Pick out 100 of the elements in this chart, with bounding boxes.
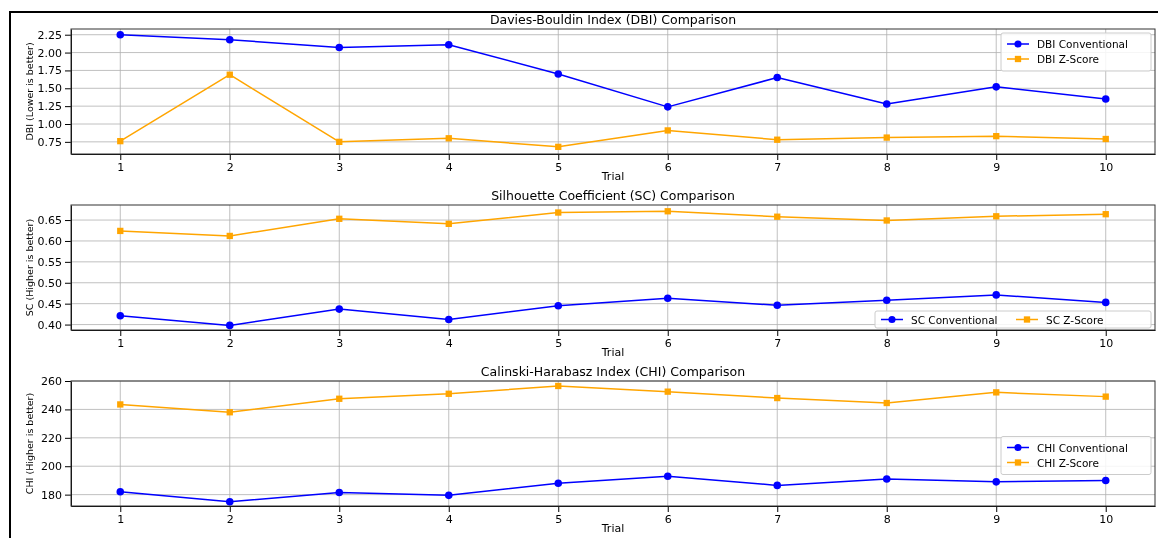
point <box>335 305 344 313</box>
point <box>336 215 343 222</box>
y-tick-label: 1.25 <box>37 100 62 114</box>
point <box>444 315 453 324</box>
x-tick-label: 7 <box>774 336 782 350</box>
chart-title: Silhouette Coefficient (SC) Comparison <box>491 188 735 203</box>
x-tick-label: 3 <box>336 336 344 350</box>
x-tick-label: 3 <box>336 512 344 526</box>
x-tick-label: 2 <box>226 160 234 174</box>
x-tick-label: 2 <box>226 336 234 350</box>
point <box>116 488 125 496</box>
point <box>445 135 452 142</box>
x-tick-label: 1 <box>117 160 125 174</box>
y-tick-label: 2.00 <box>37 46 62 60</box>
point <box>882 100 891 108</box>
x-tick-label: 8 <box>883 160 891 174</box>
point <box>1102 135 1109 143</box>
x-tick-label: 6 <box>664 160 672 174</box>
point <box>336 395 343 402</box>
y-tick-label: 0.55 <box>37 255 62 269</box>
y-tick-label: 0.75 <box>37 135 62 149</box>
point <box>993 132 1000 140</box>
x-tick-label: 9 <box>993 336 1001 350</box>
x-axis-title: Trial <box>600 346 625 359</box>
y-tick-label: 0.60 <box>37 234 62 248</box>
x-tick-label: 10 <box>1099 160 1114 174</box>
point <box>117 227 124 235</box>
y-axis-title: SC (Higher is better) <box>24 218 35 317</box>
point <box>117 401 124 408</box>
y-tick-label: 1.50 <box>37 82 62 96</box>
point <box>663 103 672 111</box>
y-tick-label: 0.40 <box>37 318 62 332</box>
point <box>664 127 671 134</box>
y-tick-label: 1.00 <box>37 118 62 132</box>
point <box>554 301 563 310</box>
point <box>336 138 343 146</box>
point <box>774 213 781 220</box>
point <box>664 388 671 395</box>
x-tick-label: 4 <box>445 512 453 526</box>
x-tick-label: 2 <box>226 512 234 526</box>
legend-label: CHI Z-Score <box>1037 456 1099 469</box>
point <box>226 71 233 78</box>
point <box>882 475 891 483</box>
point <box>226 232 233 240</box>
legend-label: CHI Conventional <box>1037 441 1128 454</box>
x-tick-label: 1 <box>117 336 125 350</box>
y-tick-label: 220 <box>41 431 62 445</box>
point <box>1102 393 1109 400</box>
x-tick-label: 3 <box>336 160 344 174</box>
y-tick-label: 180 <box>41 488 62 502</box>
point <box>992 291 1001 299</box>
x-axis-title: Trial <box>600 522 625 535</box>
legend-label: SC Conventional <box>911 313 998 326</box>
x-tick-label: 10 <box>1099 336 1114 350</box>
x-tick-label: 5 <box>555 160 563 174</box>
point <box>554 479 563 488</box>
point <box>993 213 1000 220</box>
x-tick-label: 7 <box>774 160 782 174</box>
point <box>883 134 890 141</box>
point <box>554 70 563 78</box>
y-tick-label: 240 <box>41 403 62 417</box>
point <box>1102 211 1109 218</box>
point <box>664 208 671 215</box>
y-tick-label: 0.45 <box>37 297 62 311</box>
y-tick-label: 2.25 <box>37 28 62 42</box>
y-axis-title: DBI (Lower is better) <box>24 42 35 141</box>
x-axis-title: Trial <box>600 170 625 183</box>
point <box>773 301 782 310</box>
y-tick-label: 0.50 <box>37 276 62 290</box>
point <box>335 43 344 52</box>
point <box>992 478 1001 486</box>
point <box>883 217 890 224</box>
x-tick-label: 8 <box>883 512 891 526</box>
x-tick-label: 4 <box>445 336 453 350</box>
x-tick-label: 5 <box>555 336 563 350</box>
x-tick-label: 6 <box>664 336 672 350</box>
point <box>773 481 782 490</box>
point <box>335 488 344 497</box>
x-tick-label: 9 <box>993 160 1001 174</box>
point <box>993 389 1000 396</box>
point <box>882 296 891 305</box>
point <box>226 409 233 416</box>
x-tick-label: 6 <box>664 512 672 526</box>
legend-label: DBI Z-Score <box>1037 53 1099 65</box>
y-tick-label: 0.65 <box>37 214 62 228</box>
x-tick-label: 9 <box>993 512 1001 526</box>
y-tick-label: 200 <box>41 460 62 474</box>
point <box>445 220 452 227</box>
x-tick-label: 10 <box>1099 512 1114 526</box>
point <box>883 399 890 407</box>
point <box>1101 95 1110 103</box>
point <box>225 321 234 330</box>
point <box>117 137 124 145</box>
point <box>116 312 125 320</box>
point <box>1101 298 1110 307</box>
chart-title: Calinski-Harabasz Index (CHI) Comparison <box>480 364 746 379</box>
y-axis-title: CHI (Higher is better) <box>24 392 35 495</box>
x-tick-label: 1 <box>117 512 125 526</box>
y-tick-label: 260 <box>41 375 62 389</box>
point <box>444 491 453 500</box>
